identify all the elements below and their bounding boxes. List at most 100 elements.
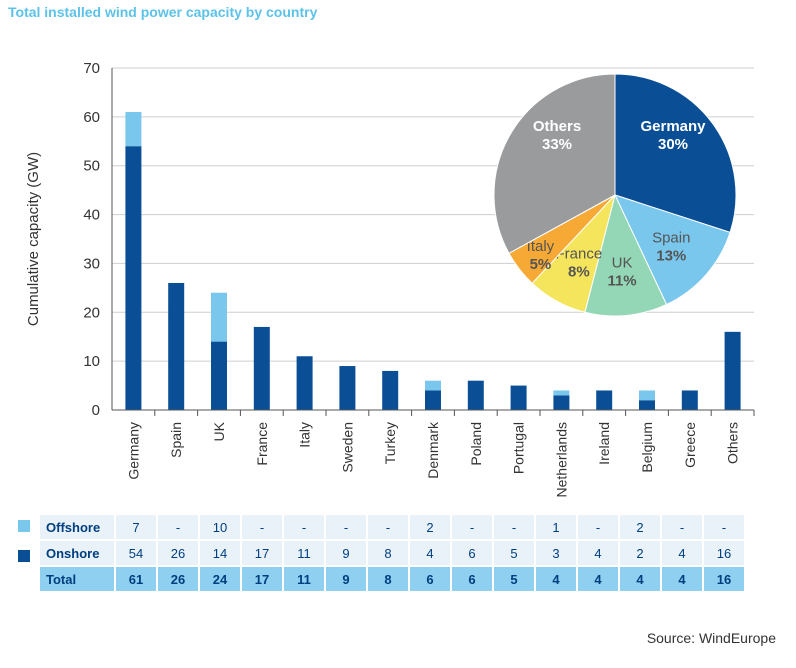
y-tick-label: 0: [92, 402, 100, 419]
table-cell: 11: [284, 567, 324, 591]
onshore-legend-swatch: [18, 550, 30, 562]
bar-onshore-france: [253, 326, 270, 410]
bar-onshore-greece: [681, 390, 698, 410]
pie-label-spain: Spain: [652, 230, 690, 247]
table-cell: 4: [662, 541, 702, 565]
bar-offshore-uk: [211, 292, 227, 342]
x-tick-label: Germany: [125, 422, 141, 480]
chart-title: Total installed wind power capacity by c…: [8, 4, 318, 20]
y-tick-label: 60: [83, 109, 100, 126]
bar-onshore-spain: [168, 282, 185, 410]
x-tick-label: Others: [725, 422, 741, 464]
pie-slice-spain: [614, 194, 731, 306]
table-cell: 6: [452, 567, 492, 591]
table-cell: 2: [410, 515, 450, 539]
table-cell: 54: [116, 541, 156, 565]
bar-onshore-ireland: [596, 390, 613, 410]
table-row-label: Total: [40, 567, 114, 591]
bar-onshore-netherlands: [553, 395, 570, 410]
pie-percent-italy: 5%: [530, 256, 552, 273]
bar-offshore-netherlands: [553, 390, 570, 396]
y-tick-label: 40: [83, 207, 100, 224]
table-row: Offshore 7-10- - - -2- -1-2- -: [40, 515, 744, 539]
table-cell: 4: [410, 541, 450, 565]
x-tick-label: Turkey: [382, 422, 398, 464]
table-cell: -: [452, 515, 492, 539]
x-tick-label: Netherlands: [553, 422, 569, 498]
chart-canvas: 0 10 20 30 40 50 60 70 Cumulative capacity (GW) G…: [25, 60, 755, 498]
table-cell: 6: [452, 541, 492, 565]
y-tick-label: 20: [83, 304, 100, 321]
table-cell: 5: [494, 567, 534, 591]
table-cell: 1: [536, 515, 576, 539]
table-cell: 17: [242, 567, 282, 591]
bar-onshore-others: [724, 331, 741, 410]
table-cell: -: [704, 515, 744, 539]
pie-percent-uk: 11%: [607, 273, 636, 290]
table-cell: 9: [326, 567, 366, 591]
table-cell: -: [662, 515, 702, 539]
table-cell: -: [494, 515, 534, 539]
y-tick-label: 10: [83, 353, 100, 370]
table-cell: -: [578, 515, 618, 539]
table-cell: 14: [200, 541, 240, 565]
x-tick-label: Sweden: [339, 422, 355, 473]
x-tick-label: Spain: [168, 422, 184, 458]
x-tick-label: France: [254, 422, 270, 466]
table-row-label: Onshore: [40, 541, 114, 565]
pie-percent-france: 8%: [568, 264, 590, 281]
table-cell: 61: [116, 567, 156, 591]
table-cell: 2: [620, 541, 660, 565]
table-cell: 4: [620, 567, 660, 591]
bar-offshore-germany: [125, 111, 142, 147]
table-cell: 8: [368, 541, 408, 565]
table-cell: 4: [536, 567, 576, 591]
bar-onshore-denmark: [425, 390, 441, 410]
table-cell: 16: [704, 567, 744, 591]
table-cell: 3: [536, 541, 576, 565]
bar-onshore-belgium: [639, 400, 655, 410]
table-cell: 4: [578, 541, 618, 565]
table-row-label: Offshore: [40, 515, 114, 539]
data-table: Offshore 7-10- - - -2- -1-2- - Onshore 54 26 14 17 1…: [38, 513, 746, 593]
x-tick-label: Ireland: [596, 422, 612, 465]
table-cell: 24: [200, 567, 240, 591]
bar-offshore-denmark: [425, 380, 441, 391]
y-axis-label: Cumulative capacity (GW): [25, 152, 42, 326]
y-tick-label: 50: [83, 158, 100, 175]
x-tick-label: Greece: [682, 422, 698, 468]
bar-offshore-belgium: [639, 390, 655, 401]
table-cell: 2: [620, 515, 660, 539]
pie-percent-germany: 30%: [658, 136, 688, 153]
x-tick-label: Belgium: [639, 422, 655, 473]
table-cell: 9: [326, 541, 366, 565]
axes: 0 10 20 30 40 50 60 70 Cumulative capacity (GW) G…: [25, 60, 755, 498]
table-cell: 4: [578, 567, 618, 591]
bar-series: [125, 111, 741, 410]
table-cell: -: [326, 515, 366, 539]
x-tick-label: Poland: [468, 422, 484, 466]
x-tick-label: Portugal: [511, 422, 527, 474]
bar-onshore-sweden: [339, 366, 356, 410]
table-cell: -: [368, 515, 408, 539]
pie-percent-others: 33%: [542, 136, 572, 153]
table-cell: 8: [368, 567, 408, 591]
table-row: Total 61 26 24 17 11 9 8 6 6 5 4 4 4 4 16: [40, 567, 744, 591]
pie-slice-uk: [584, 193, 668, 317]
x-tick-label: Denmark: [425, 421, 441, 479]
bar-onshore-portugal: [510, 385, 527, 410]
table-cell: -: [284, 515, 324, 539]
bar-onshore-italy: [296, 356, 313, 410]
bar-onshore-turkey: [382, 370, 399, 410]
pie-label-germany: Germany: [640, 118, 706, 135]
table-cell: 7: [116, 515, 156, 539]
bar-onshore-uk: [211, 341, 227, 410]
pie-label-italy: Italy: [527, 238, 555, 255]
y-tick-label: 70: [83, 60, 100, 77]
table-cell: 17: [242, 541, 282, 565]
table-cell: 26: [158, 567, 198, 591]
table-cell: 6: [410, 567, 450, 591]
y-tick-label: 30: [83, 255, 100, 272]
x-tick-label: UK: [211, 421, 227, 441]
